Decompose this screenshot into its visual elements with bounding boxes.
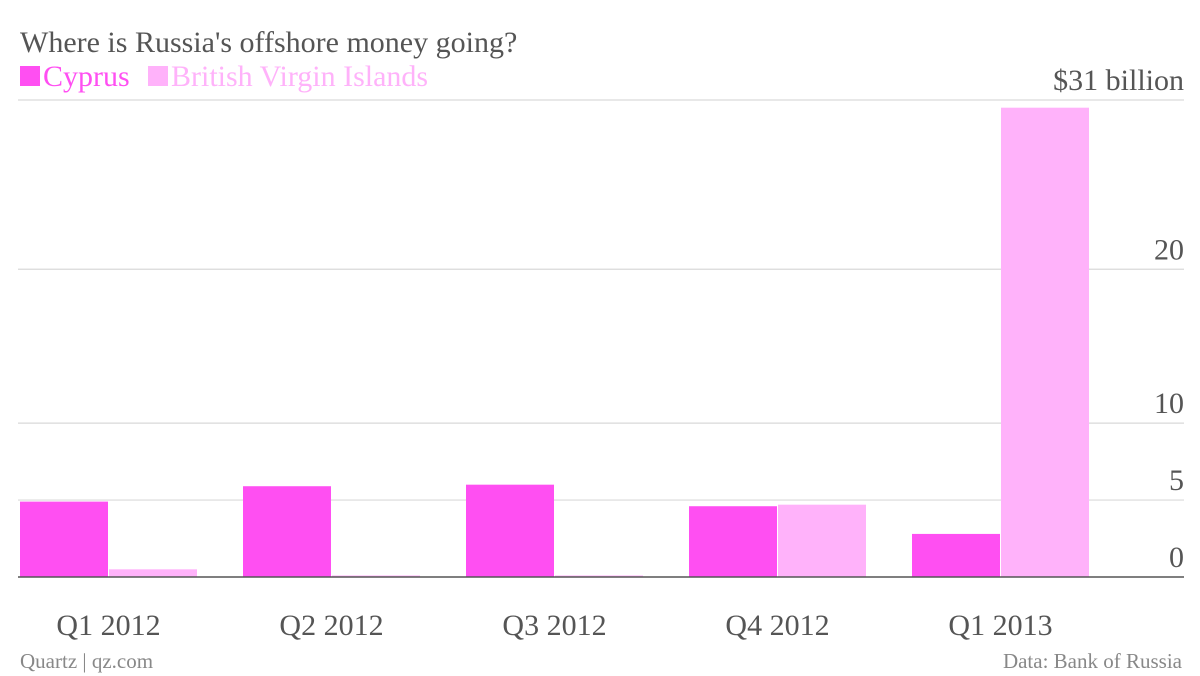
chart-title: Where is Russia's offshore money going?: [20, 26, 517, 59]
bar-cyprus-q3-2012: [466, 484, 554, 577]
legend-swatch-british-virgin-islands: [148, 66, 168, 86]
y-tick-label-10: 10: [1154, 387, 1184, 420]
bar-british-virgin-islands-q1-2013: [1001, 107, 1089, 578]
bar-british-virgin-islands-q1-2012: [109, 569, 197, 577]
x-tick-label-q2-2012: Q2 2012: [279, 609, 383, 642]
footer-source: Data: Bank of Russia: [1003, 649, 1183, 673]
footer-credit: Quartz | qz.com: [20, 649, 153, 673]
bar-british-virgin-islands-q3-2012: [555, 575, 643, 577]
x-tick-label-q1-2013: Q1 2013: [948, 609, 1052, 642]
bar-british-virgin-islands-q2-2012: [332, 575, 420, 577]
y-tick-label-0: 0: [1169, 541, 1184, 574]
legend-swatch-cyprus: [20, 66, 40, 86]
legend-label-british-virgin-islands: British Virgin Islands: [171, 60, 428, 93]
x-tick-label-q1-2012: Q1 2012: [56, 609, 160, 642]
y-tick-label-20: 20: [1154, 233, 1184, 266]
gridlines: [18, 99, 1184, 501]
bar-cyprus-q2-2012: [243, 486, 331, 577]
bar-british-virgin-islands-q4-2012: [778, 504, 866, 577]
bar-cyprus-q4-2012: [689, 506, 777, 577]
y-axis-ticks: 0 5 10 20 $31 billion: [1053, 64, 1184, 574]
legend: Cyprus British Virgin Islands: [20, 60, 428, 93]
x-tick-label-q4-2012: Q4 2012: [725, 609, 829, 642]
x-tick-label-q3-2012: Q3 2012: [502, 609, 606, 642]
bar-cyprus-q1-2012: [20, 501, 108, 577]
y-tick-label-5: 5: [1169, 464, 1184, 497]
bars: [20, 107, 1089, 578]
x-axis-ticks: Q1 2012 Q2 2012 Q3 2012 Q4 2012 Q1 2013: [56, 609, 1052, 642]
legend-label-cyprus: Cyprus: [43, 60, 130, 93]
bar-cyprus-q1-2013: [912, 533, 1000, 577]
y-tick-label-31-billion: $31 billion: [1053, 64, 1184, 97]
